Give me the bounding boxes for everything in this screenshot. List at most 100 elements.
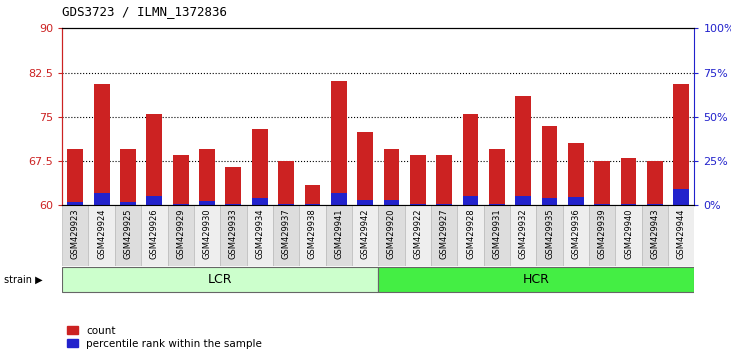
Bar bbox=[379, 267, 694, 292]
Text: GSM429936: GSM429936 bbox=[572, 208, 580, 259]
Bar bbox=[173, 155, 189, 205]
Text: GSM429930: GSM429930 bbox=[202, 208, 211, 259]
Bar bbox=[94, 193, 110, 205]
Bar bbox=[410, 204, 425, 205]
Bar bbox=[120, 149, 136, 205]
Bar bbox=[225, 204, 241, 205]
Bar bbox=[62, 205, 88, 266]
Bar bbox=[299, 205, 325, 266]
Bar bbox=[542, 198, 558, 205]
Bar bbox=[167, 205, 194, 266]
Bar bbox=[594, 161, 610, 205]
Text: LCR: LCR bbox=[208, 273, 232, 286]
Text: strain ▶: strain ▶ bbox=[4, 275, 42, 285]
Bar bbox=[673, 84, 689, 205]
Bar bbox=[542, 126, 558, 205]
Text: GSM429932: GSM429932 bbox=[519, 208, 528, 259]
Text: GSM429942: GSM429942 bbox=[360, 208, 370, 259]
Bar bbox=[194, 205, 220, 266]
Bar bbox=[515, 195, 531, 205]
Bar bbox=[436, 155, 452, 205]
Text: GSM429943: GSM429943 bbox=[651, 208, 659, 259]
Text: GSM429922: GSM429922 bbox=[413, 208, 423, 259]
Bar bbox=[431, 205, 458, 266]
Text: GSM429941: GSM429941 bbox=[334, 208, 344, 259]
Bar bbox=[199, 201, 215, 205]
Text: GSM429928: GSM429928 bbox=[466, 208, 475, 259]
Bar bbox=[225, 167, 241, 205]
Bar bbox=[563, 205, 589, 266]
Bar bbox=[589, 205, 616, 266]
Bar bbox=[642, 205, 668, 266]
Bar bbox=[673, 189, 689, 205]
Bar bbox=[621, 204, 637, 205]
Bar bbox=[94, 84, 110, 205]
Bar bbox=[246, 205, 273, 266]
Bar bbox=[352, 205, 379, 266]
Text: GSM429940: GSM429940 bbox=[624, 208, 633, 259]
Text: GSM429934: GSM429934 bbox=[255, 208, 264, 259]
Bar bbox=[489, 204, 504, 205]
Text: GSM429924: GSM429924 bbox=[97, 208, 106, 259]
Bar bbox=[668, 205, 694, 266]
Bar bbox=[568, 143, 584, 205]
Bar bbox=[251, 198, 268, 205]
Bar bbox=[647, 204, 663, 205]
Text: GSM429937: GSM429937 bbox=[281, 208, 291, 259]
Bar bbox=[146, 114, 162, 205]
Bar bbox=[62, 267, 379, 292]
Bar bbox=[146, 196, 162, 205]
Bar bbox=[410, 155, 425, 205]
Bar bbox=[463, 114, 478, 205]
Legend: count, percentile rank within the sample: count, percentile rank within the sample bbox=[67, 326, 262, 349]
Bar bbox=[463, 196, 478, 205]
Bar bbox=[120, 202, 136, 205]
Bar bbox=[384, 200, 399, 205]
Bar bbox=[405, 205, 431, 266]
Text: GSM429935: GSM429935 bbox=[545, 208, 554, 259]
Text: GSM429920: GSM429920 bbox=[387, 208, 396, 259]
Bar bbox=[484, 205, 510, 266]
Text: GSM429923: GSM429923 bbox=[71, 208, 80, 259]
Bar bbox=[279, 204, 294, 205]
Bar bbox=[568, 198, 584, 205]
Text: GSM429933: GSM429933 bbox=[229, 208, 238, 259]
Bar bbox=[305, 204, 320, 205]
Bar bbox=[67, 202, 83, 205]
Bar bbox=[489, 149, 504, 205]
Bar bbox=[220, 205, 246, 266]
Text: GSM429938: GSM429938 bbox=[308, 208, 317, 259]
Bar bbox=[199, 149, 215, 205]
Bar bbox=[88, 205, 115, 266]
Bar bbox=[515, 96, 531, 205]
Text: GSM429926: GSM429926 bbox=[150, 208, 159, 259]
Bar bbox=[357, 200, 373, 205]
Bar bbox=[616, 205, 642, 266]
Bar bbox=[357, 132, 373, 205]
Text: GSM429931: GSM429931 bbox=[493, 208, 501, 259]
Bar bbox=[279, 161, 294, 205]
Bar bbox=[621, 158, 637, 205]
Text: GSM429925: GSM429925 bbox=[124, 208, 132, 259]
Text: GSM429939: GSM429939 bbox=[598, 208, 607, 259]
Text: GSM429927: GSM429927 bbox=[439, 208, 449, 259]
Bar bbox=[251, 129, 268, 205]
Bar bbox=[331, 81, 346, 205]
Bar bbox=[384, 149, 399, 205]
Bar bbox=[273, 205, 299, 266]
Bar bbox=[647, 161, 663, 205]
Bar bbox=[331, 193, 346, 205]
Text: HCR: HCR bbox=[523, 273, 550, 286]
Bar bbox=[173, 204, 189, 205]
Text: GSM429944: GSM429944 bbox=[677, 208, 686, 259]
Bar bbox=[325, 205, 352, 266]
Bar bbox=[67, 149, 83, 205]
Bar bbox=[305, 185, 320, 205]
Bar bbox=[436, 204, 452, 205]
Bar bbox=[537, 205, 563, 266]
Bar bbox=[115, 205, 141, 266]
Bar bbox=[510, 205, 537, 266]
Bar bbox=[141, 205, 167, 266]
Text: GDS3723 / ILMN_1372836: GDS3723 / ILMN_1372836 bbox=[62, 5, 227, 18]
Bar bbox=[594, 204, 610, 205]
